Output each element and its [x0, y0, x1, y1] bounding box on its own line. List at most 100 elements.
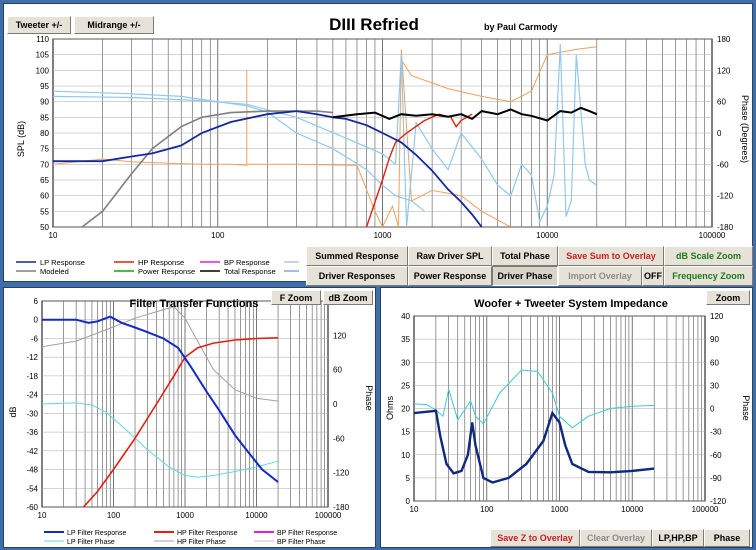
summed-response-button[interactable]: Summed Response [306, 246, 408, 266]
x-tick-label: 100000 [315, 511, 342, 520]
y2-tick-label: 0 [710, 405, 715, 414]
legend-item: BP Response [224, 258, 270, 267]
spl-y-axis-label: SPL (dB) [16, 121, 26, 157]
db-scale-zoom-button[interactable]: dB Scale Zoom [664, 246, 753, 266]
spl-author: by Paul Carmody [484, 22, 558, 32]
y-tick-label: 60 [40, 192, 49, 201]
power-response-button[interactable]: Power Response [408, 266, 492, 286]
x-tick-label: 100000 [692, 505, 719, 514]
save-z-overlay-button[interactable]: Save Z to Overlay [490, 529, 580, 547]
y2-tick-label: -180 [333, 503, 350, 512]
filter-y2-axis-label: Phase [364, 385, 374, 411]
y-tick-label: 30 [401, 358, 410, 367]
y2-tick-label: 0 [333, 400, 338, 409]
phase-curve-tweeter [400, 46, 597, 103]
impedance-zoom-button[interactable]: Zoom [706, 290, 750, 305]
impedance-y-axis-label: Ohms [385, 396, 395, 421]
phase-button[interactable]: Phase [704, 529, 750, 547]
save-sum-overlay-button[interactable]: Save Sum to Overlay [558, 246, 664, 266]
y-tick-label: 15 [401, 428, 410, 437]
x-tick-label: 10000 [536, 231, 559, 240]
lp-hp-bp-button[interactable]: LP,HP,BP [652, 529, 704, 547]
y-tick-label: -30 [26, 409, 38, 418]
y-tick-label: -42 [26, 447, 38, 456]
y2-tick-label: 180 [717, 35, 731, 44]
spl-chart: 110 105 100 95 90 85 80 75 70 65 60 55 50 180 120 60 0 -6… [16, 15, 750, 276]
y-tick-label: 90 [40, 98, 49, 107]
y2-tick-label: 60 [333, 366, 342, 375]
phase-curve-woofer-blue [53, 90, 425, 212]
impedance-y2-axis-label: Phase [741, 395, 751, 421]
y2-tick-label: 120 [717, 66, 731, 75]
raw-driver-spl-button[interactable]: Raw Driver SPL [408, 246, 492, 266]
y-tick-label: 105 [36, 51, 50, 60]
legend-item: Power Response [138, 267, 195, 276]
legend-item: Modeled [40, 267, 69, 276]
driver-responses-button[interactable]: Driver Responses [306, 266, 408, 286]
y-tick-label: -18 [26, 372, 38, 381]
db-zoom-button[interactable]: dB Zoom [323, 290, 373, 305]
y2-tick-label: -60 [710, 451, 722, 460]
filter-title: Filter Transfer Functions [130, 298, 259, 310]
y2-tick-label: -120 [710, 497, 727, 506]
x-tick-label: 10 [410, 505, 419, 514]
hp-filter-response-curve [82, 337, 279, 507]
frequency-zoom-button[interactable]: Frequency Zoom [664, 266, 753, 286]
y-tick-label: 40 [401, 312, 410, 321]
x-tick-label: 100 [211, 231, 225, 240]
y-tick-label: -54 [26, 484, 38, 493]
y-tick-label: 70 [40, 160, 49, 169]
y-tick-label: 55 [40, 207, 49, 216]
y2-tick-label: 60 [717, 98, 726, 107]
legend-item: HP Filter Response [177, 530, 238, 537]
filter-y-axis-label: dB [8, 406, 18, 417]
spl-y2-axis-label: Phase (Degrees) [740, 95, 750, 163]
y-tick-label: 0 [406, 497, 411, 506]
phase-curve-tweeter-blue [53, 44, 598, 227]
y-tick-label: 0 [34, 316, 39, 325]
spl-panel: 110 105 100 95 90 85 80 75 70 65 60 55 50 180 120 60 0 -6… [3, 3, 753, 282]
y2-tick-label: -120 [333, 469, 350, 478]
y2-tick-label: 60 [710, 358, 719, 367]
impedance-phase-curve [414, 369, 655, 429]
hp-filter-phase-curve [42, 306, 279, 402]
y-tick-label: 100 [36, 66, 50, 75]
y2-tick-label: -120 [717, 192, 734, 201]
x-tick-label: 10 [38, 511, 47, 520]
y-tick-label: -36 [26, 428, 38, 437]
x-tick-label: 10000 [245, 511, 268, 520]
f-zoom-button[interactable]: F Zoom [271, 290, 321, 305]
lp-filter-response-curve [42, 315, 279, 483]
tweeter-button[interactable]: Tweeter +/- [7, 16, 71, 34]
y2-tick-label: 120 [710, 312, 724, 321]
import-overlay-button[interactable]: Import Overlay [558, 266, 642, 286]
x-tick-label: 10000 [621, 505, 644, 514]
legend-item: LP Filter Phase [67, 539, 115, 546]
impedance-chart: 40353025201510501209060300-30-60-90-1201… [385, 298, 751, 514]
y2-tick-label: -60 [717, 160, 729, 169]
legend-item: BP Filter Phase [277, 539, 326, 546]
x-tick-label: 1000 [176, 511, 194, 520]
x-tick-label: 10 [49, 231, 58, 240]
legend-item: LP Response [40, 258, 85, 267]
overlay-off-button[interactable]: OFF [642, 266, 664, 286]
total-phase-button[interactable]: Total Phase [492, 246, 558, 266]
y-tick-label: 20 [401, 405, 410, 414]
y2-tick-label: -60 [333, 434, 345, 443]
x-tick-label: 1000 [374, 231, 392, 240]
y2-tick-label: 0 [717, 129, 722, 138]
y-tick-label: 110 [36, 35, 49, 44]
impedance-title: Woofer + Tweeter System Impedance [474, 298, 668, 310]
y2-tick-label: 120 [333, 331, 347, 340]
x-tick-label: 1000 [551, 505, 569, 514]
midrange-button[interactable]: Midrange +/- [74, 16, 154, 34]
x-tick-label: 100000 [699, 231, 726, 240]
filter-panel: 60-6-12-18-24-30-36-42-48-54-60180120600… [3, 287, 376, 548]
x-tick-label: 100 [107, 511, 121, 520]
y2-tick-label: -180 [717, 223, 734, 232]
driver-phase-button[interactable]: Driver Phase [492, 266, 558, 286]
legend-item: BP Filter Response [277, 530, 337, 537]
y-tick-label: -24 [26, 391, 38, 400]
clear-overlay-button[interactable]: Clear Overlay [580, 529, 652, 547]
total-response-curve [332, 106, 598, 122]
